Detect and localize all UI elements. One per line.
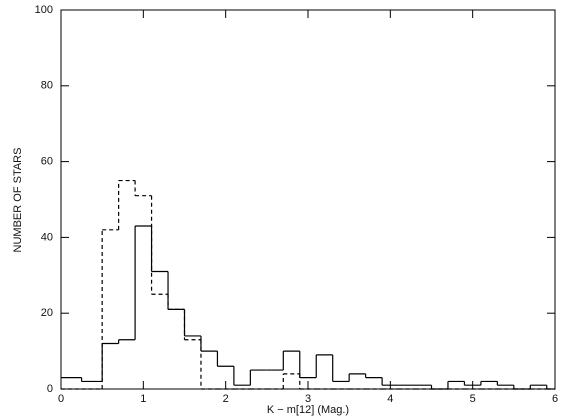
y-axis-label: NUMBER OF STARS (12, 148, 24, 253)
y-tick-label: 100 (35, 4, 53, 16)
x-tick-label: 4 (387, 393, 393, 405)
x-tick-label: 2 (223, 393, 229, 405)
y-tick-label: 40 (41, 231, 53, 243)
y-tick-label: 0 (47, 383, 53, 395)
y-tick-label: 60 (41, 156, 53, 168)
y-tick-label: 80 (41, 80, 53, 92)
x-axis-label: K − m[12] (Mag.) (267, 404, 349, 416)
y-tick-label: 20 (41, 307, 53, 319)
x-tick-label: 6 (552, 393, 558, 405)
x-tick-label: 0 (58, 393, 64, 405)
x-tick-label: 5 (470, 393, 476, 405)
x-tick-label: 3 (305, 393, 311, 405)
x-tick-label: 1 (140, 393, 146, 405)
